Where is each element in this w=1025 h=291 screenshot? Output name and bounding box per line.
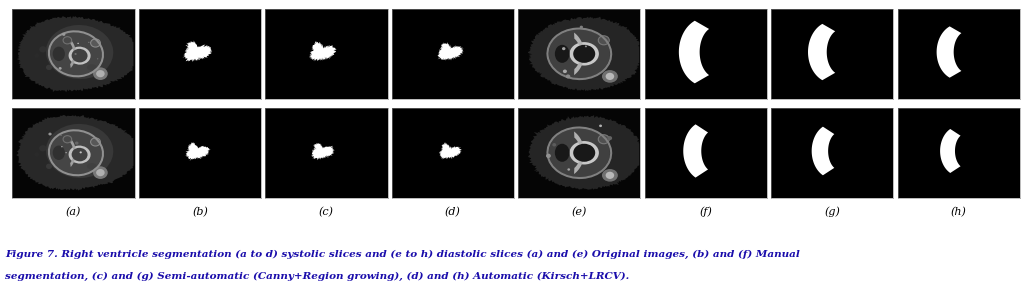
Ellipse shape	[580, 26, 583, 29]
Ellipse shape	[52, 146, 65, 160]
Polygon shape	[937, 26, 961, 78]
Ellipse shape	[573, 45, 596, 63]
Polygon shape	[812, 127, 834, 175]
Ellipse shape	[77, 43, 79, 44]
Text: segmentation, (c) and (g) Semi-automatic (Canny+Region growing), (d) and (h) Aut: segmentation, (c) and (g) Semi-automatic…	[5, 272, 629, 281]
Polygon shape	[528, 17, 640, 91]
Text: (d): (d)	[445, 207, 461, 217]
Ellipse shape	[548, 128, 610, 177]
Ellipse shape	[573, 144, 596, 162]
Ellipse shape	[93, 68, 108, 80]
Ellipse shape	[599, 125, 602, 127]
Text: (c): (c)	[319, 207, 334, 217]
Ellipse shape	[96, 169, 105, 176]
Ellipse shape	[87, 64, 96, 70]
Ellipse shape	[46, 164, 52, 169]
Ellipse shape	[39, 46, 46, 52]
Ellipse shape	[90, 39, 100, 47]
Polygon shape	[528, 115, 640, 190]
Polygon shape	[808, 24, 835, 80]
Ellipse shape	[562, 47, 566, 50]
Ellipse shape	[64, 37, 72, 44]
Ellipse shape	[87, 163, 96, 169]
Ellipse shape	[563, 70, 567, 73]
Ellipse shape	[90, 138, 100, 146]
Ellipse shape	[552, 143, 557, 146]
Polygon shape	[310, 41, 336, 61]
Text: (b): (b)	[192, 207, 208, 217]
Polygon shape	[70, 139, 76, 167]
Text: (a): (a)	[66, 207, 81, 217]
Ellipse shape	[34, 152, 39, 157]
Ellipse shape	[80, 151, 82, 153]
Ellipse shape	[599, 135, 609, 144]
Ellipse shape	[599, 36, 609, 45]
Ellipse shape	[88, 42, 89, 43]
Polygon shape	[518, 9, 641, 99]
Ellipse shape	[66, 152, 67, 153]
Polygon shape	[574, 33, 584, 75]
Ellipse shape	[546, 154, 550, 158]
Ellipse shape	[52, 47, 65, 61]
Text: (f): (f)	[699, 207, 712, 217]
Ellipse shape	[602, 70, 618, 83]
Ellipse shape	[548, 29, 610, 78]
Ellipse shape	[50, 32, 101, 75]
Text: (e): (e)	[572, 207, 587, 217]
Polygon shape	[679, 21, 709, 83]
Text: (g): (g)	[824, 207, 840, 217]
Ellipse shape	[93, 166, 108, 179]
Ellipse shape	[63, 33, 66, 36]
Polygon shape	[518, 108, 641, 198]
Ellipse shape	[46, 25, 114, 79]
Text: (h): (h)	[951, 207, 967, 217]
Text: Figure 7. Right ventricle segmentation (a to d) systolic slices and (e to h) dia: Figure 7. Right ventricle segmentation (…	[5, 250, 800, 259]
Ellipse shape	[608, 136, 612, 140]
Ellipse shape	[75, 141, 79, 145]
Ellipse shape	[602, 169, 618, 182]
Ellipse shape	[570, 141, 599, 164]
Ellipse shape	[555, 144, 570, 162]
Ellipse shape	[48, 133, 51, 136]
Ellipse shape	[50, 131, 101, 174]
Ellipse shape	[46, 124, 114, 178]
Ellipse shape	[566, 74, 570, 78]
Ellipse shape	[39, 145, 46, 151]
Ellipse shape	[69, 146, 90, 164]
Ellipse shape	[606, 73, 614, 80]
Polygon shape	[186, 142, 211, 161]
Polygon shape	[182, 40, 212, 62]
Ellipse shape	[75, 53, 77, 55]
Polygon shape	[940, 129, 960, 173]
Polygon shape	[16, 115, 133, 191]
Ellipse shape	[570, 42, 599, 65]
Ellipse shape	[606, 172, 614, 179]
Ellipse shape	[72, 49, 87, 62]
Polygon shape	[438, 42, 464, 61]
Ellipse shape	[568, 168, 570, 171]
Polygon shape	[439, 142, 462, 160]
Ellipse shape	[34, 53, 39, 58]
Ellipse shape	[96, 70, 105, 77]
Ellipse shape	[72, 148, 87, 161]
Ellipse shape	[58, 67, 62, 70]
Polygon shape	[17, 16, 133, 92]
Polygon shape	[12, 9, 134, 99]
Ellipse shape	[69, 47, 90, 65]
Ellipse shape	[585, 45, 587, 47]
Polygon shape	[312, 143, 335, 160]
Polygon shape	[70, 40, 76, 68]
Ellipse shape	[555, 45, 570, 63]
Ellipse shape	[46, 65, 52, 70]
Ellipse shape	[62, 146, 63, 147]
Polygon shape	[574, 132, 584, 174]
Ellipse shape	[60, 134, 61, 136]
Ellipse shape	[64, 136, 72, 143]
Ellipse shape	[97, 58, 98, 59]
Polygon shape	[12, 108, 134, 198]
Polygon shape	[684, 124, 708, 178]
